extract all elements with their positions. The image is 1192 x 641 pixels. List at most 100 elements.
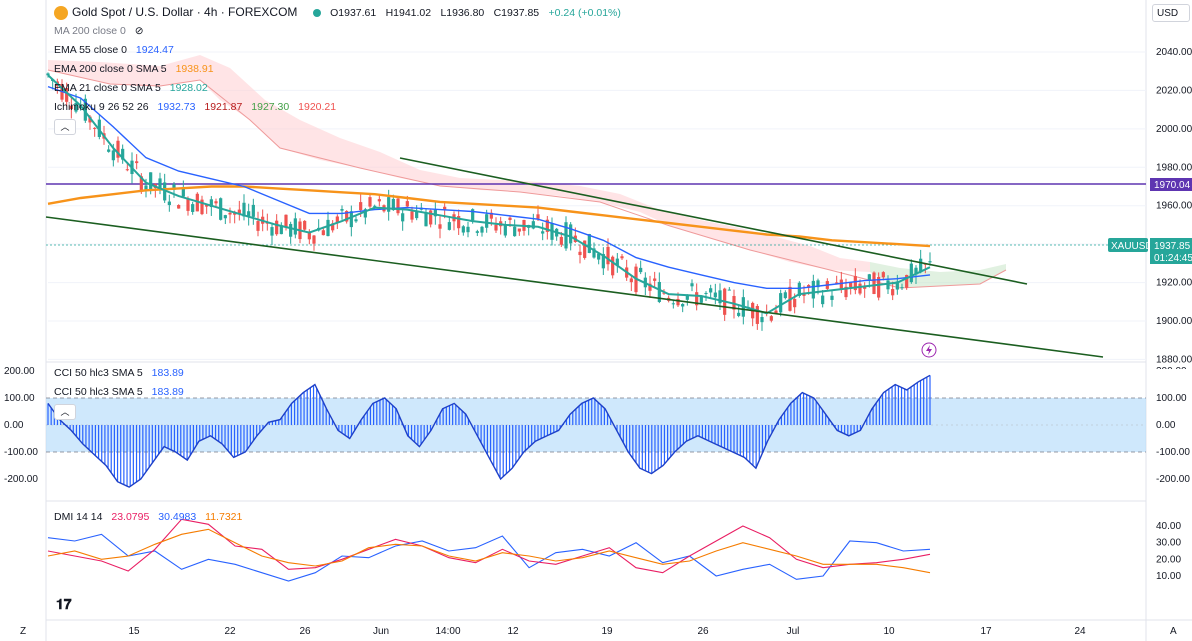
candle-body — [289, 223, 293, 237]
candle-body — [816, 280, 820, 288]
candle-body — [93, 127, 97, 129]
candle-body — [167, 201, 171, 206]
ohlc-low: L1936.80 — [440, 7, 485, 19]
time-tick-label: 17 — [980, 626, 992, 637]
candle-body — [559, 236, 563, 245]
cci-legend-2[interactable]: CCI 50 hlc3 SMA 5 183.89 — [54, 385, 190, 399]
dmi-axis[interactable]: 40.00 30.00 20.00 10.00 — [1156, 521, 1181, 582]
candle-body — [172, 184, 176, 190]
collapse-legend-button[interactable]: ︿ — [54, 119, 76, 135]
candle-body — [135, 161, 139, 164]
candle-body — [191, 204, 195, 212]
candle-body — [433, 209, 437, 217]
candle-body — [821, 295, 825, 305]
price-tick-label: 2020.00 — [1156, 85, 1192, 96]
candle-body — [863, 286, 867, 289]
auto-scale-glyph[interactable]: A — [1170, 626, 1177, 637]
collapse-cci-legend-button[interactable]: ︿ — [54, 404, 76, 420]
indicator-label: MA 200 close 0 — [54, 25, 126, 37]
ohlc-change: +0.24 (+0.01%) — [548, 7, 621, 19]
candle-body — [690, 283, 694, 287]
candle-body — [443, 206, 447, 210]
candle-body — [359, 202, 363, 211]
time-axis[interactable]: 15 22 26 Jun 14:00 12 19 26 Jul 10 17 24 Z A — [20, 626, 1177, 637]
candle-body — [830, 295, 834, 300]
candle-body — [200, 199, 204, 215]
candle-body — [545, 219, 549, 232]
candle-body — [611, 256, 615, 276]
candle-body — [438, 224, 442, 229]
candle-body — [340, 209, 344, 211]
hide-eye-icon[interactable]: ⊘ — [134, 25, 144, 37]
candle-body — [251, 204, 255, 217]
tradingview-logo-icon[interactable]: 𝟏𝟕 — [56, 596, 72, 612]
price-tick-label: 1960.00 — [1156, 201, 1192, 212]
cci-histogram — [47, 374, 931, 488]
candle-body — [223, 215, 227, 219]
candle-body — [928, 261, 932, 263]
price-tick-label: 2000.00 — [1156, 124, 1192, 135]
symbol-tag: XAUUSD — [1108, 238, 1153, 252]
candle-body — [760, 317, 764, 323]
candle-body — [401, 213, 405, 222]
candle-body — [578, 251, 582, 256]
candle-body — [387, 197, 391, 212]
candle-body — [737, 312, 741, 316]
countdown-label: 01:24:45 — [1154, 253, 1192, 264]
dmi-legend[interactable]: DMI 14 14 23.0795 30.4983 11.7321 — [54, 510, 248, 524]
cci-value: 183.89 — [151, 367, 184, 379]
candle-body — [410, 211, 414, 220]
candle-body — [886, 280, 890, 290]
candle-body — [802, 293, 806, 296]
candle-body — [354, 219, 358, 222]
symbol-header[interactable]: Gold Spot / U.S. Dollar · 4h · FOREXCOM … — [72, 5, 627, 20]
candle-body — [648, 283, 652, 291]
candle-body — [531, 221, 535, 229]
price-axis[interactable]: 2040.002020.002000.001980.001960.001940.… — [1156, 47, 1192, 365]
candle-body — [807, 285, 811, 288]
indicator-ichimoku[interactable]: Ichimoku 9 26 52 26 1932.73 1921.87 1927… — [54, 100, 342, 114]
candle-body — [111, 150, 115, 161]
candle-body — [144, 185, 148, 191]
time-tick-label: 26 — [697, 626, 709, 637]
price-tick-label: 2040.00 — [1156, 47, 1192, 58]
gold-logo-icon — [54, 6, 68, 20]
dmi-label: DMI 14 14 — [54, 511, 103, 523]
candle-body — [303, 220, 307, 230]
ohlc-close: C1937.85 — [493, 7, 540, 19]
candle-body — [405, 201, 409, 207]
indicator-ema55[interactable]: EMA 55 close 0 1924.47 — [54, 43, 180, 57]
candle-body — [181, 188, 185, 197]
candle-body — [867, 274, 871, 280]
indicator-ema21[interactable]: EMA 21 close 0 SMA 5 1928.02 — [54, 81, 214, 95]
candle-body — [718, 290, 722, 304]
symbol-title[interactable]: Gold Spot / U.S. Dollar · 4h · FOREXCOM — [72, 5, 298, 19]
timezone-glyph[interactable]: Z — [20, 626, 26, 637]
candle-body — [177, 205, 181, 209]
candle-body — [139, 176, 143, 191]
candle-body — [835, 282, 839, 284]
candle-body — [69, 105, 73, 110]
upper-trendline[interactable] — [399, 157, 1028, 285]
market-open-icon — [312, 8, 321, 17]
currency-button[interactable]: USD — [1152, 4, 1190, 22]
cci-value: 183.89 — [151, 386, 184, 398]
indicator-ema200[interactable]: EMA 200 close 0 SMA 5 1938.91 — [54, 62, 220, 76]
candle-body — [508, 217, 512, 221]
indicator-value: 1924.47 — [135, 44, 174, 56]
ichimoku-cloud-bullish — [870, 262, 1006, 288]
indicator-ma200[interactable]: MA 200 close 0 ⊘ — [54, 24, 150, 38]
candle-body — [592, 248, 596, 258]
cci-legend-1[interactable]: CCI 50 hlc3 SMA 5 183.89 — [54, 366, 190, 380]
lightning-icon[interactable] — [921, 342, 937, 358]
trendlines[interactable] — [45, 157, 1104, 358]
candle-body — [270, 227, 274, 236]
cci-tick-label: -200.00 — [1156, 474, 1190, 485]
cci-tick-label: 100.00 — [1156, 393, 1187, 404]
candle-body — [242, 202, 246, 217]
dmi-tick-label: 30.00 — [1156, 538, 1181, 549]
lower-trendline[interactable] — [45, 216, 1104, 358]
candle-body — [900, 287, 904, 289]
candle-body — [83, 98, 87, 121]
